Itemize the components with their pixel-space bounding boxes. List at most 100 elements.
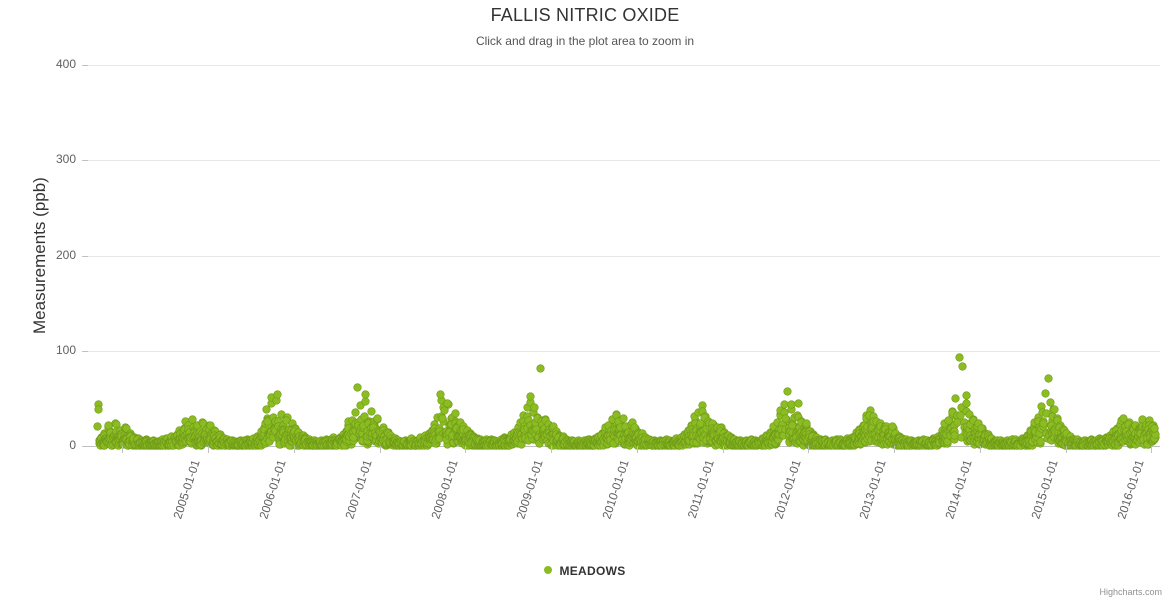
data-point[interactable] <box>181 425 189 433</box>
data-point[interactable] <box>206 425 214 433</box>
x-axis-tick-mark <box>1151 446 1153 453</box>
legend-item-meadows[interactable]: MEADOWS <box>544 563 625 578</box>
y-axis-tick-mark <box>82 255 88 257</box>
y-axis-title: Measurements (ppb) <box>30 177 49 334</box>
x-axis-tick-mark <box>551 446 553 453</box>
x-axis-tick-label: 2012-01-01 <box>771 458 804 521</box>
x-axis-tick-label: 2015-01-01 <box>1028 458 1061 521</box>
data-point[interactable] <box>273 391 281 399</box>
data-point[interactable] <box>619 414 627 422</box>
data-point[interactable] <box>451 410 459 418</box>
data-point[interactable] <box>264 417 272 425</box>
chart-subtitle: Click and drag in the plot area to zoom … <box>475 34 695 48</box>
data-point[interactable] <box>269 433 277 441</box>
data-point[interactable] <box>1150 425 1158 433</box>
legend-marker-icon <box>544 565 553 574</box>
gridline <box>88 65 1160 66</box>
data-point[interactable] <box>963 391 971 399</box>
data-point[interactable] <box>193 421 201 429</box>
data-point[interactable] <box>261 426 269 434</box>
data-point[interactable] <box>288 420 296 428</box>
data-point[interactable] <box>362 397 370 405</box>
data-point[interactable] <box>112 427 120 435</box>
data-point[interactable] <box>189 415 197 423</box>
y-axis-tick-mark <box>82 350 88 352</box>
chart-legend: MEADOWS <box>0 563 1170 578</box>
data-point[interactable] <box>94 422 102 430</box>
data-point[interactable] <box>788 421 796 429</box>
y-axis-tick-mark <box>82 446 88 447</box>
data-point[interactable] <box>186 428 193 436</box>
data-point[interactable] <box>353 384 361 392</box>
data-point[interactable] <box>107 428 115 436</box>
data-point[interactable] <box>269 413 277 421</box>
data-point[interactable] <box>962 399 970 407</box>
data-point[interactable] <box>268 399 276 407</box>
data-point[interactable] <box>780 400 788 408</box>
data-point[interactable] <box>262 406 270 414</box>
data-point[interactable] <box>1037 437 1045 445</box>
data-point[interactable] <box>273 396 281 404</box>
data-point[interactable] <box>117 427 125 435</box>
data-point[interactable] <box>260 430 268 438</box>
data-point[interactable] <box>444 399 452 407</box>
data-point[interactable] <box>794 399 802 407</box>
data-point[interactable] <box>361 391 369 399</box>
data-point[interactable] <box>199 420 207 428</box>
data-point[interactable] <box>527 393 535 401</box>
data-point[interactable] <box>1050 406 1058 413</box>
data-point[interactable] <box>95 406 103 414</box>
data-point[interactable] <box>537 365 545 373</box>
x-axis-tick-label: 2006-01-01 <box>256 458 289 521</box>
data-point[interactable] <box>1046 398 1054 406</box>
data-point[interactable] <box>955 353 963 361</box>
y-axis-tick-label: 0 <box>69 438 76 452</box>
data-point[interactable] <box>352 409 360 417</box>
data-point[interactable] <box>952 394 960 402</box>
x-axis-tick-label: 2013-01-01 <box>856 458 890 521</box>
data-point[interactable] <box>276 440 284 448</box>
data-point[interactable] <box>1041 390 1049 398</box>
x-axis-tick-mark <box>636 446 638 453</box>
data-point[interactable] <box>274 417 282 425</box>
data-point[interactable] <box>211 428 219 435</box>
data-point[interactable] <box>122 424 130 432</box>
x-axis-tick-label: 2005-01-01 <box>170 458 204 521</box>
data-point[interactable] <box>265 438 273 446</box>
y-axis-tick-label: 400 <box>55 57 76 71</box>
data-point[interactable] <box>94 400 102 408</box>
data-point[interactable] <box>280 422 288 430</box>
chart-title: FALLIS NITRIC OXIDE <box>490 5 680 25</box>
gridline <box>88 350 1160 352</box>
data-point[interactable] <box>951 431 959 439</box>
data-point[interactable] <box>1039 420 1047 428</box>
data-point[interactable] <box>1045 374 1052 382</box>
plot-area[interactable] <box>88 65 1160 450</box>
data-point[interactable] <box>278 411 286 419</box>
data-point[interactable] <box>438 415 446 423</box>
data-point[interactable] <box>286 441 294 449</box>
data-point[interactable] <box>530 404 538 412</box>
data-point[interactable] <box>182 417 190 425</box>
x-axis-tick-label: 2010-01-01 <box>599 458 632 521</box>
data-point[interactable] <box>1151 431 1159 439</box>
credits-link[interactable]: Highcharts.com <box>1099 587 1162 597</box>
data-point[interactable] <box>367 408 375 416</box>
data-point[interactable] <box>267 394 275 402</box>
data-point[interactable] <box>112 420 120 428</box>
x-axis-tick-label: 2008-01-01 <box>427 458 461 521</box>
data-point[interactable] <box>104 422 112 430</box>
data-point[interactable] <box>119 441 127 449</box>
data-point[interactable] <box>959 363 967 371</box>
x-axis-tick-mark <box>894 446 896 453</box>
data-point[interactable] <box>282 417 290 425</box>
x-axis-tick-label: 2011-01-01 <box>684 458 717 520</box>
x-axis-tick-label: 2014-01-01 <box>942 458 975 521</box>
data-point[interactable] <box>184 422 192 430</box>
data-point[interactable] <box>206 421 214 429</box>
data-point[interactable] <box>186 438 194 446</box>
data-point[interactable] <box>784 388 792 396</box>
data-point[interactable] <box>272 426 280 434</box>
data-point[interactable] <box>130 434 138 442</box>
